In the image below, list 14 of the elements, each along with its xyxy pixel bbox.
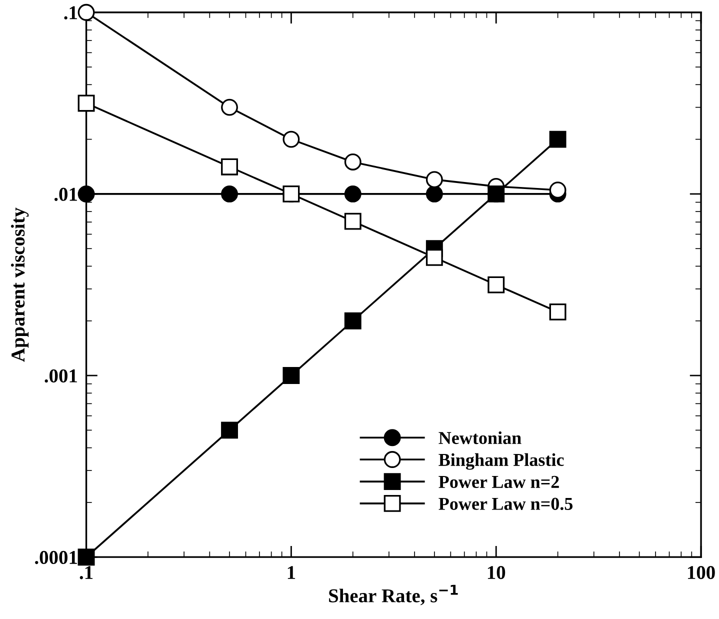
legend-label: Bingham Plastic (438, 453, 564, 470)
x-tick-label: .1 (80, 566, 93, 580)
x-tick-label: 10 (488, 566, 506, 580)
legend-label: Newtonian (438, 431, 522, 444)
y-tick-label: .0001 (35, 550, 77, 564)
y-tick-label: .01 (54, 188, 77, 201)
y-tick-label: .1 (64, 6, 77, 20)
x-tick-label: 1 (288, 566, 296, 579)
x-tick-label: 100 (688, 566, 715, 580)
y-tick-label: .001 (44, 369, 77, 383)
legend-label: Power Law n=2 (438, 476, 559, 488)
y-axis-title: Apparent viscosity (10, 208, 29, 362)
legend-label: Power Law n=0.5 (438, 498, 573, 510)
x-axis-title: Shear Rate, s$^{−1}$ (329, 584, 458, 606)
